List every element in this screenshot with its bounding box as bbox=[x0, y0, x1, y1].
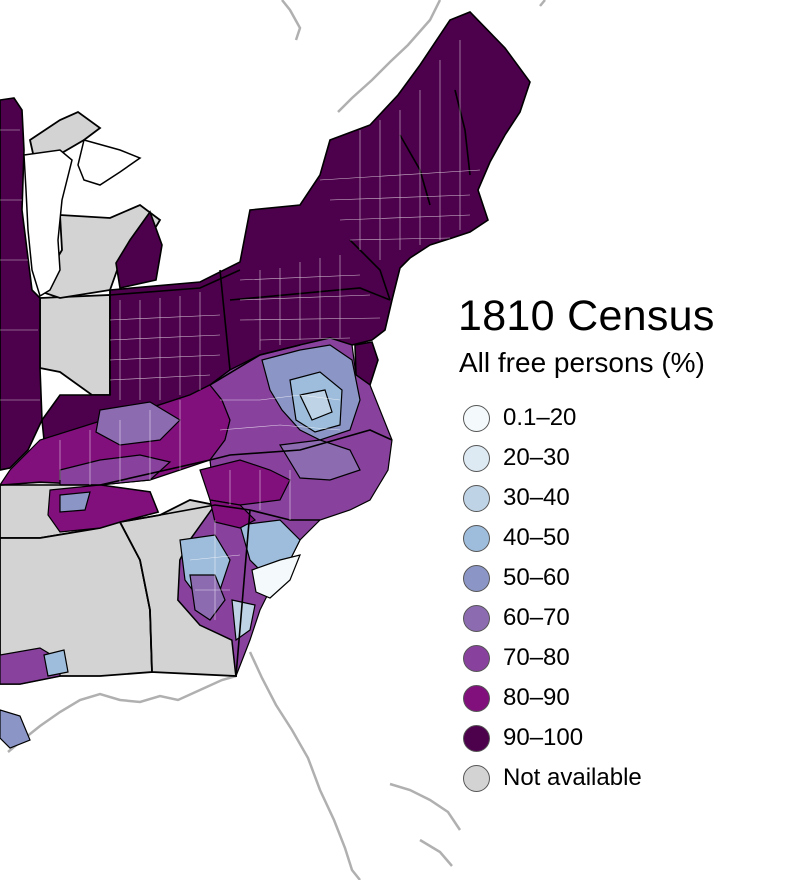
legend-swatch bbox=[463, 724, 490, 752]
legend-swatch bbox=[463, 644, 490, 672]
county-borders bbox=[0, 40, 481, 620]
legend-swatch bbox=[463, 684, 490, 712]
legend-item-not-available: Not available bbox=[463, 758, 642, 798]
legend-item-80-90: 80–90 bbox=[463, 678, 642, 718]
legend-label: 70–80 bbox=[503, 644, 570, 671]
legend-swatch bbox=[463, 524, 490, 552]
legend-item-90-100: 90–100 bbox=[463, 718, 642, 758]
legend-item-70-80: 70–80 bbox=[463, 638, 642, 678]
legend-item-40-50: 40–50 bbox=[463, 518, 642, 558]
legend-swatch bbox=[463, 564, 490, 592]
legend-label: 90–100 bbox=[503, 724, 584, 751]
legend-label: 50–60 bbox=[503, 564, 570, 591]
map-title: 1810 Census bbox=[458, 292, 715, 340]
state-borders bbox=[0, 89, 471, 677]
legend-label: Not available bbox=[503, 764, 642, 791]
legend-item-50-60: 50–60 bbox=[463, 558, 642, 598]
great-lakes bbox=[23, 139, 142, 298]
legend-label: 0.1–20 bbox=[503, 404, 577, 431]
legend-swatch bbox=[463, 444, 490, 472]
legend: 0.1–20 20–30 30–40 40–50 50–60 60–70 70–… bbox=[463, 398, 642, 798]
legend-item-60-70: 60–70 bbox=[463, 598, 642, 638]
legend-label: 80–90 bbox=[503, 684, 570, 711]
legend-item-20-30: 20–30 bbox=[463, 438, 642, 478]
legend-item-30-40: 30–40 bbox=[463, 478, 642, 518]
legend-label: 60–70 bbox=[503, 604, 570, 631]
legend-swatch bbox=[463, 404, 490, 432]
region-south-atlantic bbox=[177, 337, 393, 677]
legend-label: 40–50 bbox=[503, 524, 570, 551]
legend-swatch bbox=[463, 484, 490, 512]
legend-item-0-20: 0.1–20 bbox=[463, 398, 642, 438]
legend-label: 20–30 bbox=[503, 444, 570, 471]
coastline-lines bbox=[7, 0, 546, 880]
region-90-100 bbox=[0, 11, 531, 471]
legend-label: 30–40 bbox=[503, 484, 570, 511]
map-subtitle: All free persons (%) bbox=[459, 347, 705, 378]
legend-swatch bbox=[463, 764, 490, 792]
legend-swatch bbox=[463, 604, 490, 632]
